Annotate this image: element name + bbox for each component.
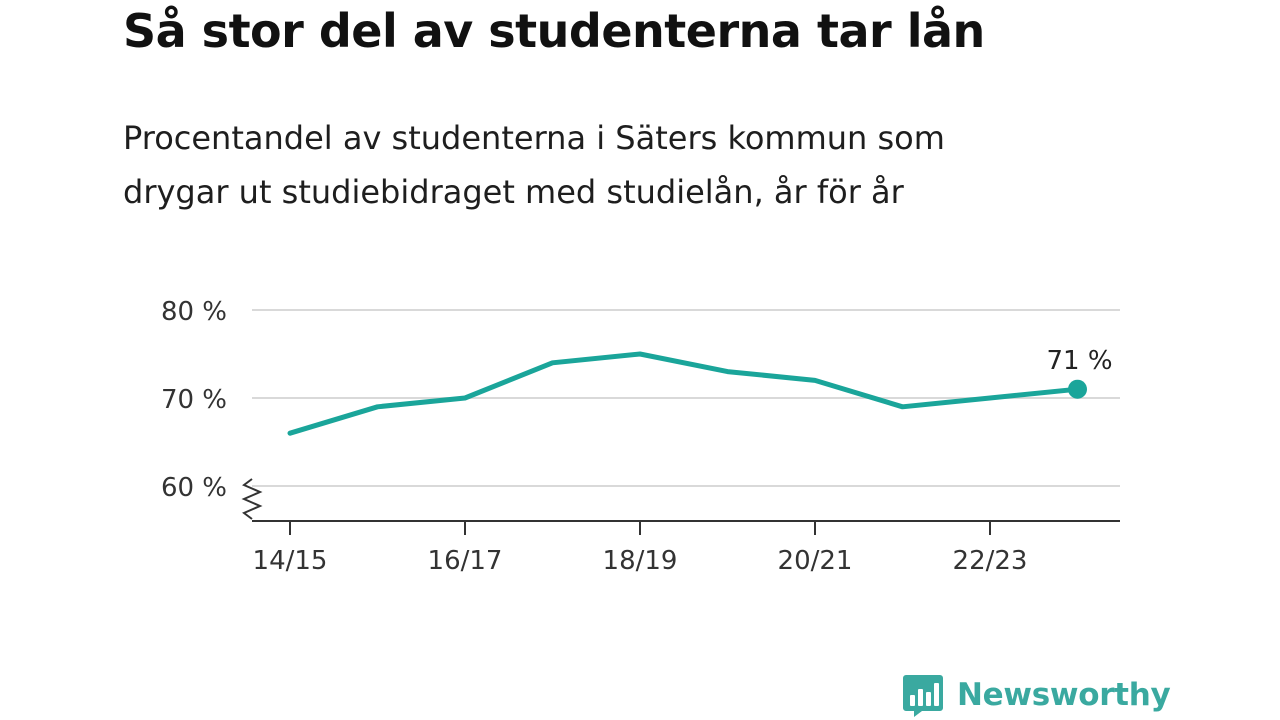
y-axis-break [241,478,263,520]
chart-title: Så stor del av studenterna tar lån [123,4,985,58]
x-tick-label: 16/17 [428,546,503,576]
x-tick-label: 18/19 [603,546,678,576]
x-tick-label: 22/23 [953,546,1028,576]
x-axis [241,478,1120,535]
x-tick-label: 14/15 [253,546,328,576]
series-line [287,351,1080,436]
y-tick-label: 60 % [161,473,227,503]
newsworthy-logo-icon [903,675,943,717]
x-axis-labels: 14/15 16/17 18/19 20/21 22/23 [253,546,1028,576]
y-tick-label: 70 % [161,385,227,415]
end-value-label: 71 % [1046,346,1112,376]
data-series: 71 % [287,346,1113,436]
newsworthy-logo: Newsworthy [902,670,1171,720]
y-tick-label: 80 % [161,297,227,327]
end-point-marker [1068,379,1087,399]
chart-subtitle-line-2: drygar ut studiebidraget med studielån, … [123,173,904,211]
chart-subtitle: Procentandel av studenterna i Säters kom… [123,111,1123,219]
y-axis-labels: 60 % 70 % 80 % [161,297,227,503]
chart-subtitle-line-1: Procentandel av studenterna i Säters kom… [123,119,945,157]
x-tick-label: 20/21 [778,546,853,576]
brand-name: Newsworthy [957,677,1171,713]
